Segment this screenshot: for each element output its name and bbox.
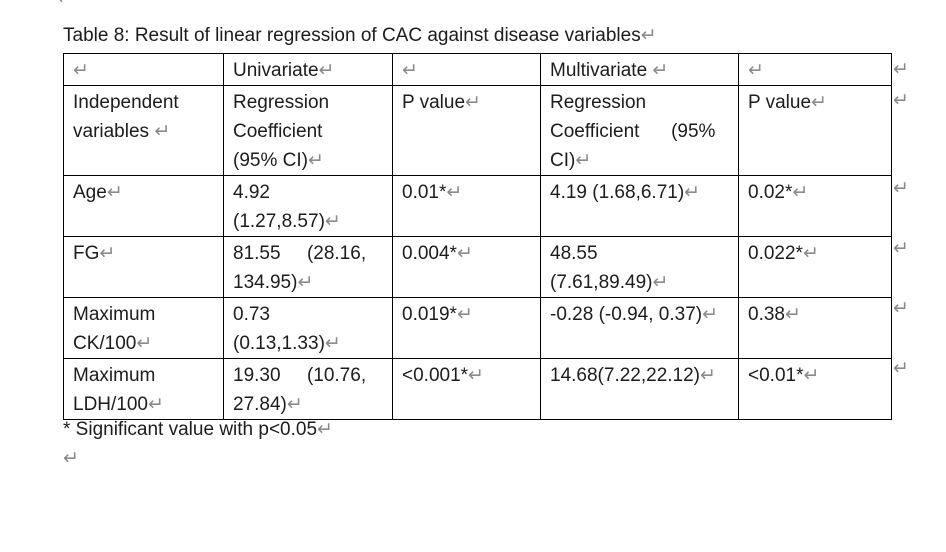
- table-row-age: Age↵ 4.92 (1.27,8.57)↵ 0.01*↵ 4.19 (1.68…: [63, 175, 892, 237]
- table-row-fg: FG↵ 81.55 (28.16, 134.95)↵ 0.004*↵ 48.55…: [63, 236, 892, 298]
- formatting-mark: ↵: [73, 59, 89, 81]
- formatting-mark: ↵: [63, 447, 79, 469]
- row-end-mark: ↵: [893, 55, 909, 84]
- formatting-mark: ↵: [446, 181, 463, 203]
- table-cell[interactable]: 0.004*↵: [392, 236, 541, 298]
- formatting-mark: ↵: [154, 120, 171, 142]
- table-row-max-ldh: Maximum LDH/100↵ 19.30 (10.76, 27.84)↵ <…: [63, 358, 892, 420]
- formatting-mark: ↵: [652, 271, 669, 293]
- table-cell[interactable]: Regression Coefficient (95% CI)↵: [223, 85, 393, 176]
- table-cell[interactable]: Maximum LDH/100↵: [63, 358, 224, 420]
- formatting-mark: ↵: [640, 24, 657, 46]
- table-cell[interactable]: 0.022*↵: [738, 236, 892, 298]
- formatting-mark: ↵: [784, 303, 801, 325]
- table-cell[interactable]: 0.73 (0.13,1.33)↵: [223, 297, 393, 359]
- formatting-mark: ↵: [792, 181, 809, 203]
- formatting-mark: ↵: [893, 357, 909, 379]
- formatting-mark: ↵: [575, 149, 592, 171]
- formatting-mark: ↵: [136, 332, 153, 354]
- table-cell[interactable]: 14.68(7.22,22.12)↵: [540, 358, 739, 420]
- row-end-mark: ↵: [893, 294, 909, 323]
- formatting-mark: ↵: [324, 210, 341, 232]
- formatting-mark: ↵: [802, 242, 819, 264]
- table-row: ↵ Univariate↵ ↵ Multivariate ↵ ↵: [63, 53, 892, 86]
- table-cell[interactable]: 81.55 (28.16, 134.95)↵: [223, 236, 393, 298]
- table-cell[interactable]: 0.38↵: [738, 297, 892, 359]
- table-cell[interactable]: 19.30 (10.76, 27.84)↵: [223, 358, 393, 420]
- table-cell[interactable]: P value↵: [738, 85, 892, 176]
- table-cell[interactable]: 4.92 (1.27,8.57)↵: [223, 175, 393, 237]
- formatting-mark: ↵: [57, 0, 73, 9]
- formatting-mark: ↵: [748, 59, 764, 81]
- table-cell[interactable]: <0.01*↵: [738, 358, 892, 420]
- table-cell[interactable]: Regression Coefficient (95% CI)↵: [540, 85, 739, 176]
- table-cell[interactable]: ↵: [392, 53, 541, 86]
- table-row-max-ck: Maximum CK/100↵ 0.73 (0.13,1.33)↵ 0.019*…: [63, 297, 892, 359]
- formatting-mark: ↵: [893, 58, 909, 80]
- formatting-mark: ↵: [324, 332, 341, 354]
- formatting-mark: ↵: [402, 59, 418, 81]
- formatting-mark: ↵: [286, 393, 303, 415]
- table-cell[interactable]: 4.19 (1.68,6.71)↵: [540, 175, 739, 237]
- formatting-mark: ↵: [456, 303, 473, 325]
- formatting-mark: ↵: [702, 303, 719, 325]
- significance-note[interactable]: * Significant value with p<0.05↵: [63, 418, 333, 440]
- table-cell[interactable]: <0.001*↵: [392, 358, 541, 420]
- table-cell-multivariate-header[interactable]: Multivariate ↵: [540, 53, 739, 86]
- table-cell-univariate-header[interactable]: Univariate↵: [223, 53, 393, 86]
- table-cell[interactable]: ↵: [63, 53, 224, 86]
- table-cell[interactable]: 0.02*↵: [738, 175, 892, 237]
- row-end-mark: ↵: [893, 86, 909, 115]
- table-cell[interactable]: 48.55 (7.61,89.49)↵: [540, 236, 739, 298]
- formatting-mark: ↵: [684, 181, 701, 203]
- formatting-mark: ↵: [297, 271, 314, 293]
- formatting-mark: ↵: [893, 237, 909, 259]
- table-caption[interactable]: Table 8: Result of linear regression of …: [63, 24, 657, 46]
- formatting-mark: ↵: [148, 393, 164, 415]
- formatting-mark: ↵: [57, 0, 73, 13]
- table-cell[interactable]: -0.28 (-0.94, 0.37)↵: [540, 297, 739, 359]
- formatting-mark: ↵: [811, 91, 827, 113]
- empty-paragraph[interactable]: ↵: [63, 444, 79, 473]
- formatting-mark: ↵: [99, 242, 116, 264]
- table-cell[interactable]: P value↵: [392, 85, 541, 176]
- table-cell[interactable]: 0.019*↵: [392, 297, 541, 359]
- formatting-mark: ↵: [106, 181, 123, 203]
- formatting-mark: ↵: [652, 59, 669, 81]
- table-cell-independent-variables[interactable]: Independent variables ↵: [63, 85, 224, 176]
- formatting-mark: ↵: [318, 59, 335, 81]
- table-cell[interactable]: FG↵: [63, 236, 224, 298]
- row-end-mark: ↵: [893, 234, 909, 263]
- table-cell[interactable]: 0.01*↵: [392, 175, 541, 237]
- formatting-mark: ↵: [893, 297, 909, 319]
- regression-table: ↵ Univariate↵ ↵ Multivariate ↵ ↵ Indepen…: [63, 53, 892, 420]
- table-cell[interactable]: Age↵: [63, 175, 224, 237]
- formatting-mark: ↵: [893, 89, 909, 111]
- row-end-mark: ↵: [893, 174, 909, 203]
- row-end-mark: ↵: [893, 354, 909, 383]
- formatting-mark: ↵: [468, 364, 484, 386]
- table-cell[interactable]: ↵: [738, 53, 892, 86]
- formatting-mark: ↵: [317, 418, 333, 440]
- table-row: Independent variables ↵ Regression Coeff…: [63, 85, 892, 176]
- regression-table-wrapper: ↵ Univariate↵ ↵ Multivariate ↵ ↵ Indepen…: [63, 53, 909, 420]
- formatting-mark: ↵: [307, 149, 324, 171]
- formatting-mark: ↵: [803, 364, 820, 386]
- formatting-mark: ↵: [465, 91, 481, 113]
- formatting-mark: ↵: [456, 242, 473, 264]
- formatting-mark: ↵: [700, 364, 716, 386]
- table-cell[interactable]: Maximum CK/100↵: [63, 297, 224, 359]
- formatting-mark: ↵: [893, 177, 909, 199]
